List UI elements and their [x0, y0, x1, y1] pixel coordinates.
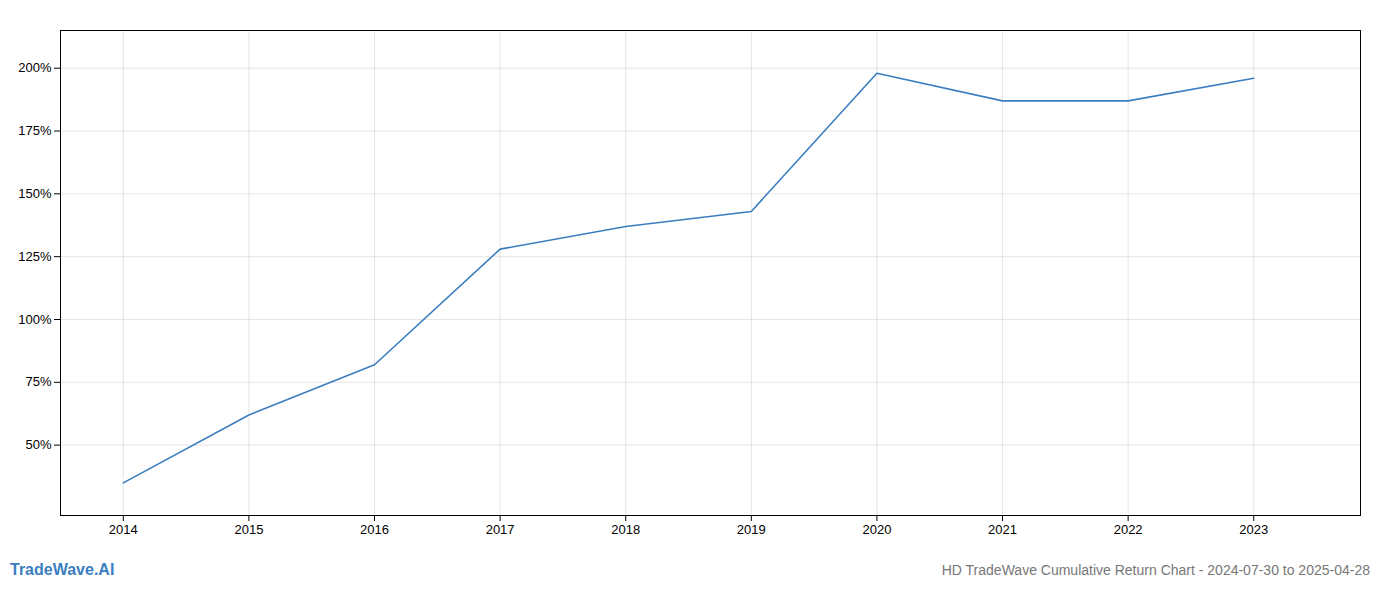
svg-text:150%: 150%	[18, 186, 52, 201]
svg-text:2019: 2019	[737, 522, 766, 537]
svg-text:125%: 125%	[18, 249, 52, 264]
svg-text:200%: 200%	[18, 60, 52, 75]
svg-text:2023: 2023	[1239, 522, 1268, 537]
html-text:HD TradeWave Cumulative Return: HD TradeWave Cumulative Return Chart - 2…	[941, 562, 1370, 578]
svg-text:2018: 2018	[611, 522, 640, 537]
svg-text:100%: 100%	[18, 312, 52, 327]
svg-text:2014: 2014	[109, 522, 138, 537]
svg-text:2015: 2015	[234, 522, 263, 537]
svg-text:2016: 2016	[360, 522, 389, 537]
svg-text:50%: 50%	[25, 437, 51, 452]
svg-text:2022: 2022	[1114, 522, 1143, 537]
svg-text:75%: 75%	[25, 374, 51, 389]
svg-text:2021: 2021	[988, 522, 1017, 537]
svg-text:175%: 175%	[18, 123, 52, 138]
svg-text:2017: 2017	[486, 522, 515, 537]
html-text:TradeWave.AI: TradeWave.AI	[10, 561, 115, 578]
svg-text:2020: 2020	[862, 522, 891, 537]
